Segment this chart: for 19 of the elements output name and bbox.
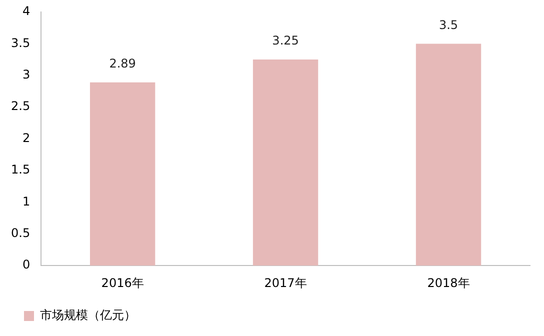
y-tick-label: 0.5 — [10, 226, 30, 240]
y-tick-label: 4 — [22, 4, 30, 18]
y-tick-label: 0 — [22, 258, 30, 272]
data-label: 3.25 — [272, 34, 299, 48]
bar — [416, 44, 482, 266]
y-tick-label: 1.5 — [10, 162, 30, 177]
x-tick-label: 2017年 — [264, 276, 307, 290]
y-tick-label: 2 — [22, 130, 30, 145]
bar — [252, 60, 318, 266]
bar — [90, 82, 156, 266]
x-tick-label: 2018年 — [427, 276, 470, 290]
data-label: 3.5 — [438, 18, 458, 32]
y-tick-label: 2.5 — [10, 99, 30, 114]
data-label: 2.89 — [109, 56, 136, 70]
x-tick-label: 2016年 — [101, 276, 144, 290]
legend-label: 市场规模（亿元） — [40, 308, 136, 322]
y-tick-label: 3 — [22, 68, 30, 82]
y-tick-label: 3.5 — [10, 36, 30, 50]
y-tick-label: 1 — [22, 194, 30, 208]
